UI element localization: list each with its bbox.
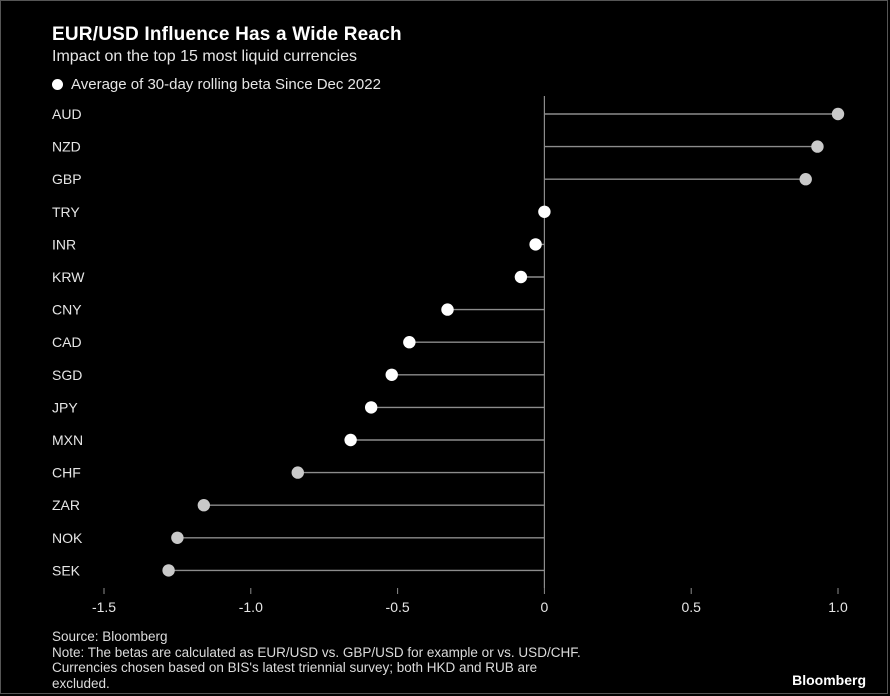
category-label: MXN [52, 432, 83, 448]
category-label: TRY [52, 204, 80, 220]
data-point [811, 140, 824, 153]
chart-marks: AUD NZD GBP TRY INR KRW CNY CAD SGD JPY MXN CHF ZAR N… [52, 96, 845, 588]
data-point [291, 466, 304, 479]
chart-title: EUR/USD Influence Has a Wide Reach [52, 24, 402, 45]
selection-note: Currencies chosen based on BIS's latest … [52, 660, 538, 675]
data-point [403, 336, 416, 349]
category-label: SEK [52, 562, 81, 578]
x-tick-label: 0 [541, 599, 549, 615]
data-point [514, 270, 528, 284]
x-tick-label: -1.5 [92, 599, 116, 615]
data-point [344, 433, 357, 447]
category-label: NOK [52, 530, 83, 546]
data-point [831, 107, 845, 121]
category-label: GBP [52, 171, 82, 187]
data-point [385, 368, 398, 381]
data-point [529, 238, 542, 251]
x-axis: -1.5 -1.0 -0.5 0 0.5 1.0 [92, 588, 848, 615]
data-point [538, 205, 551, 218]
data-point [197, 499, 211, 512]
legend-label: Average of 30-day rolling beta Since Dec… [71, 76, 381, 93]
selection-note-cont: excluded. [52, 675, 110, 691]
chart-footer: Source: Bloomberg Note: The betas are ca… [52, 629, 581, 691]
data-point [162, 564, 175, 577]
category-label: NZD [52, 139, 81, 155]
x-tick-label: 0.5 [681, 599, 701, 615]
category-label: CHF [52, 465, 81, 481]
category-label: ZAR [52, 497, 80, 513]
legend-dot-icon [52, 79, 63, 90]
category-label: CAD [52, 334, 82, 350]
data-point [171, 531, 184, 544]
category-label: CNY [52, 302, 82, 318]
source-note: Source: Bloomberg [52, 629, 168, 644]
x-tick-label: -0.5 [386, 599, 410, 615]
chart-subtitle: Impact on the top 15 most liquid currenc… [52, 48, 358, 65]
methodology-note: Note: The betas are calculated as EUR/US… [52, 644, 581, 660]
x-tick-label: 1.0 [828, 599, 848, 615]
chart-legend: Average of 30-day rolling beta Since Dec… [52, 76, 381, 93]
bloomberg-logo: Bloomberg [792, 672, 866, 688]
data-point [364, 401, 378, 414]
category-label: KRW [52, 269, 85, 285]
data-point [441, 303, 454, 316]
x-tick-label: -1.0 [239, 599, 263, 615]
category-label: SGD [52, 367, 82, 383]
category-label: AUD [52, 106, 82, 122]
category-label: INR [52, 236, 76, 252]
data-point [799, 173, 812, 186]
category-label: JPY [52, 399, 78, 415]
